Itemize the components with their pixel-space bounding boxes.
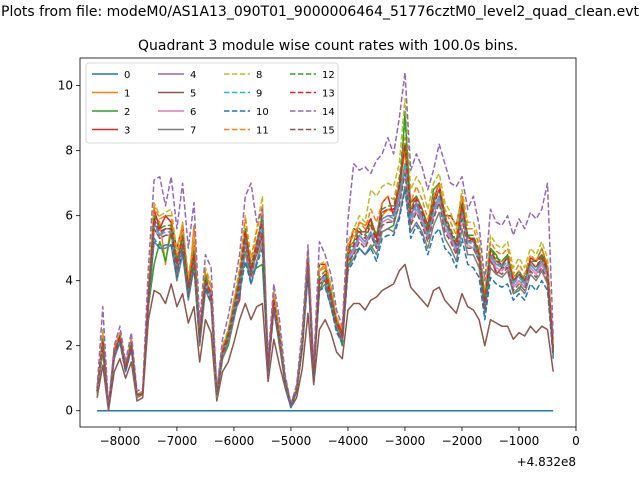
- series-line-8: [96, 97, 554, 409]
- series-line-11: [96, 136, 554, 409]
- y-tick-label: 4: [65, 274, 73, 288]
- x-tick-label: −3000: [385, 434, 426, 448]
- plot-frame: [79, 57, 577, 428]
- x-tick-label: −1000: [499, 434, 540, 448]
- series-line-5: [96, 263, 554, 412]
- series-line-9: [96, 162, 554, 409]
- series-line-15: [96, 172, 554, 409]
- series-line-13: [96, 143, 554, 409]
- legend-label-7: 7: [190, 126, 196, 137]
- x-tick-label: −2000: [442, 434, 483, 448]
- x-tick-label: −4000: [328, 434, 369, 448]
- legend-label-0: 0: [124, 70, 130, 81]
- series-lines: [96, 71, 554, 412]
- legend-label-10: 10: [256, 107, 269, 118]
- legend-label-14: 14: [322, 107, 335, 118]
- y-tick-label: 2: [65, 339, 73, 353]
- x-tick-label: −6000: [214, 434, 255, 448]
- legend-label-13: 13: [322, 89, 335, 100]
- x-tick-label: 0: [572, 434, 580, 448]
- chart-title: Quadrant 3 module wise count rates with …: [138, 38, 518, 54]
- x-axis: −8000 −7000 −6000 −5000 −4000 −3000 −2000 −1000…: [100, 427, 580, 448]
- y-tick-label: 0: [65, 404, 73, 418]
- legend-label-5: 5: [190, 89, 196, 100]
- series-line-12: [96, 117, 554, 409]
- y-tick-label: 10: [58, 79, 73, 93]
- x-tick-label: −7000: [157, 434, 198, 448]
- y-axis: 0 2 4 6 8 10: [58, 79, 80, 418]
- legend-label-1: 1: [124, 89, 130, 100]
- legend-label-4: 4: [190, 70, 196, 81]
- legend-label-15: 15: [322, 126, 335, 137]
- series-line-10: [96, 188, 554, 409]
- legend-box: [85, 62, 339, 144]
- y-tick-label: 8: [65, 144, 73, 158]
- y-tick-label: 6: [65, 209, 73, 223]
- x-tick-label: −8000: [100, 434, 141, 448]
- x-offset-label: +4.832e8: [517, 455, 576, 469]
- x-tick-label: −5000: [271, 434, 312, 448]
- series-line-14: [96, 71, 554, 409]
- legend-label-12: 12: [322, 70, 335, 81]
- legend-label-9: 9: [256, 89, 262, 100]
- legend-label-8: 8: [256, 70, 262, 81]
- legend-label-11: 11: [256, 126, 269, 137]
- legend-label-3: 3: [124, 126, 130, 137]
- legend-label-6: 6: [190, 107, 196, 118]
- legend-label-2: 2: [124, 107, 130, 118]
- figure-suptitle: Plots from file: modeM0/AS1A13_090T01_90…: [1, 4, 639, 20]
